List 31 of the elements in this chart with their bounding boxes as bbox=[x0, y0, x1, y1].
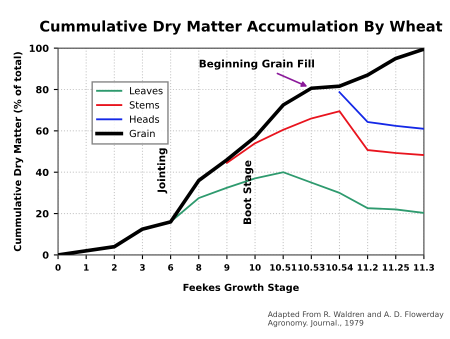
x-tick-label: 10.53 bbox=[298, 264, 324, 271]
x-tick-label: 2 bbox=[112, 264, 117, 271]
y-tick-label: 40 bbox=[36, 168, 49, 176]
x-tick-label: 11.3 bbox=[414, 264, 434, 271]
x-tick-label: 0 bbox=[55, 264, 61, 271]
legend-label: Heads bbox=[130, 115, 160, 123]
line-series bbox=[338, 91, 424, 130]
annotation: Beginning Grain Fill bbox=[200, 59, 314, 70]
x-tick-label: 10.51 bbox=[270, 264, 296, 271]
y-tick-label: 60 bbox=[36, 127, 49, 135]
y-tick-label: 20 bbox=[36, 210, 49, 218]
x-tick-label: 11.2 bbox=[358, 264, 378, 271]
x-tick-label: 1 bbox=[84, 264, 89, 271]
x-tick-label: 9 bbox=[224, 264, 230, 271]
legend-label: Leaves bbox=[130, 87, 163, 94]
y-tick-label: 0 bbox=[42, 251, 49, 259]
annotation: Jointing bbox=[157, 148, 168, 194]
x-axis-title: Feekes Growth Stage bbox=[184, 284, 299, 294]
y-tick-label: 100 bbox=[30, 44, 49, 52]
legend-label: Stems bbox=[130, 101, 160, 109]
legend-label: Grain bbox=[130, 130, 155, 138]
x-tick-label: 8 bbox=[196, 264, 202, 271]
annotation: Boot Stage bbox=[243, 160, 254, 224]
x-tick-label: 3 bbox=[140, 264, 145, 271]
x-tick-label: 6 bbox=[168, 264, 174, 271]
x-tick-label: 10.54 bbox=[326, 264, 353, 271]
x-tick-label: 11.25 bbox=[382, 264, 409, 271]
y-axis-title: Cummulative Dry Matter (% of total) bbox=[14, 52, 24, 252]
y-tick-label: 80 bbox=[36, 86, 49, 94]
x-tick-label: 10 bbox=[250, 264, 261, 271]
chart-title: Cummulative Dry Matter Accumulation By Wheat bbox=[40, 20, 442, 35]
